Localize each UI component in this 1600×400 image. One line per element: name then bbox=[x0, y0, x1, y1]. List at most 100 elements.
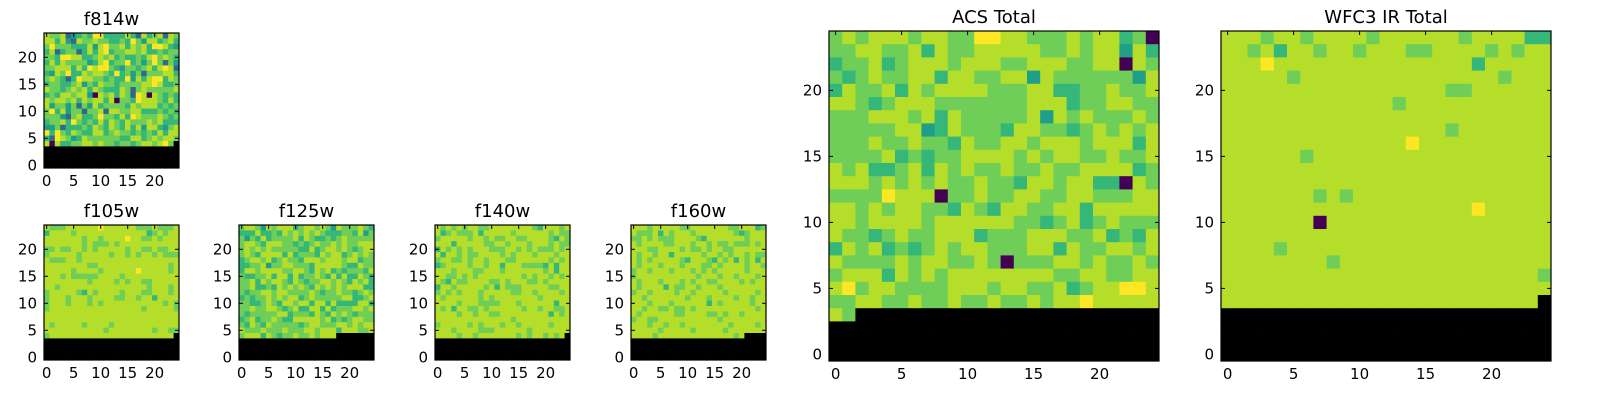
f140w-title: f140w bbox=[475, 201, 530, 222]
heatmap-cell bbox=[1511, 189, 1525, 203]
heatmap-cell bbox=[462, 252, 468, 258]
heatmap-cell bbox=[1366, 308, 1380, 322]
heatmap-cell bbox=[829, 189, 843, 203]
heatmap-cell bbox=[152, 252, 158, 258]
heatmap-cell bbox=[934, 44, 949, 58]
heatmap-cell bbox=[1027, 255, 1041, 269]
heatmap-cell bbox=[1132, 202, 1147, 217]
heatmap-cell bbox=[130, 235, 137, 242]
heatmap-cell bbox=[1326, 242, 1341, 256]
heatmap-cell bbox=[271, 289, 278, 296]
heatmap-cell bbox=[103, 92, 110, 99]
heatmap-cell bbox=[103, 268, 110, 274]
heatmap-cell bbox=[755, 246, 761, 253]
heatmap-cell bbox=[1537, 31, 1552, 45]
heatmap-cell bbox=[146, 235, 153, 242]
heatmap-cell bbox=[695, 306, 702, 312]
heatmap-cell bbox=[357, 273, 364, 280]
heatmap-cell bbox=[462, 273, 468, 280]
heatmap-cell bbox=[239, 284, 245, 291]
heatmap-cell bbox=[733, 300, 740, 307]
heatmap-cell bbox=[71, 76, 77, 82]
heatmap-cell bbox=[168, 300, 174, 307]
heatmap-cell bbox=[1471, 308, 1486, 322]
heatmap-cell bbox=[1432, 136, 1446, 151]
heatmap-cell bbox=[510, 252, 517, 258]
heatmap-cell bbox=[1273, 163, 1288, 177]
heatmap-cell bbox=[631, 262, 637, 269]
heatmap-cell bbox=[987, 295, 1001, 309]
heatmap-cell bbox=[1326, 136, 1341, 151]
heatmap-cell bbox=[674, 225, 680, 231]
heatmap-cell bbox=[114, 235, 120, 242]
heatmap-cell bbox=[98, 338, 104, 345]
heatmap-cell bbox=[298, 338, 305, 345]
heatmap-cell bbox=[489, 300, 495, 307]
heatmap-cell bbox=[325, 327, 332, 334]
heatmap-cell bbox=[706, 268, 713, 274]
heatmap-cell bbox=[314, 354, 321, 361]
heatmap-cell bbox=[98, 130, 104, 136]
heatmap-cell bbox=[663, 241, 670, 247]
heatmap-cell bbox=[895, 334, 909, 349]
heatmap-cell bbox=[146, 230, 153, 237]
heatmap-cell bbox=[76, 279, 83, 285]
heatmap-cell bbox=[499, 316, 506, 323]
heatmap-cell bbox=[690, 235, 697, 242]
heatmap-cell bbox=[255, 279, 261, 285]
heatmap-cell bbox=[130, 92, 137, 99]
heatmap-cell bbox=[146, 157, 153, 163]
heatmap-cell bbox=[543, 333, 549, 339]
heatmap-cell bbox=[157, 87, 164, 93]
heatmap-cell bbox=[1458, 268, 1473, 283]
heatmap-cell bbox=[829, 229, 843, 243]
heatmap-cell bbox=[173, 225, 180, 231]
heatmap-cell bbox=[663, 279, 670, 285]
heatmap-cell bbox=[695, 354, 702, 361]
heatmap-cell bbox=[162, 157, 169, 163]
heatmap-cell bbox=[152, 87, 158, 93]
heatmap-cell bbox=[168, 279, 174, 285]
heatmap-cell bbox=[76, 38, 83, 45]
heatmap-cell bbox=[1027, 308, 1041, 322]
heatmap-cell bbox=[961, 268, 975, 283]
heatmap-cell bbox=[141, 38, 147, 45]
heatmap-cell bbox=[146, 49, 153, 55]
heatmap-cell bbox=[1379, 295, 1393, 309]
heatmap-cell bbox=[130, 114, 137, 120]
heatmap-cell bbox=[293, 235, 299, 242]
heatmap-cell bbox=[728, 268, 734, 274]
heatmap-cell bbox=[282, 241, 288, 247]
heatmap-cell bbox=[451, 349, 457, 355]
heatmap-cell bbox=[701, 246, 707, 253]
heatmap-cell bbox=[679, 354, 686, 361]
heatmap-cell bbox=[119, 119, 126, 126]
heatmap-cell bbox=[652, 349, 659, 355]
heatmap-cell bbox=[564, 322, 571, 328]
heatmap-cell bbox=[516, 252, 522, 258]
heatmap-cell bbox=[108, 43, 115, 50]
heatmap-cell bbox=[363, 279, 369, 285]
heatmap-cell bbox=[103, 162, 110, 169]
heatmap-cell bbox=[98, 241, 104, 247]
heatmap-cell bbox=[548, 279, 555, 285]
heatmap-cell bbox=[733, 295, 740, 301]
heatmap-cell bbox=[559, 295, 565, 301]
heatmap-cell bbox=[1093, 31, 1107, 45]
heatmap-cell bbox=[663, 268, 670, 274]
heatmap-cell bbox=[564, 257, 571, 264]
heatmap-cell bbox=[510, 306, 517, 312]
heatmap-cell bbox=[1458, 83, 1473, 98]
y-tick-label: 20 bbox=[803, 81, 822, 99]
heatmap-cell bbox=[690, 311, 697, 318]
heatmap-cell bbox=[1000, 229, 1015, 243]
heatmap-cell bbox=[103, 295, 110, 301]
heatmap-cell bbox=[125, 76, 131, 82]
heatmap-cell bbox=[54, 76, 61, 82]
y-tick-label: 0 bbox=[614, 348, 624, 366]
heatmap-cell bbox=[363, 273, 369, 280]
heatmap-cell bbox=[1339, 334, 1354, 349]
heatmap-cell bbox=[260, 268, 267, 274]
heatmap-cell bbox=[483, 268, 490, 274]
heatmap-cell bbox=[641, 268, 648, 274]
